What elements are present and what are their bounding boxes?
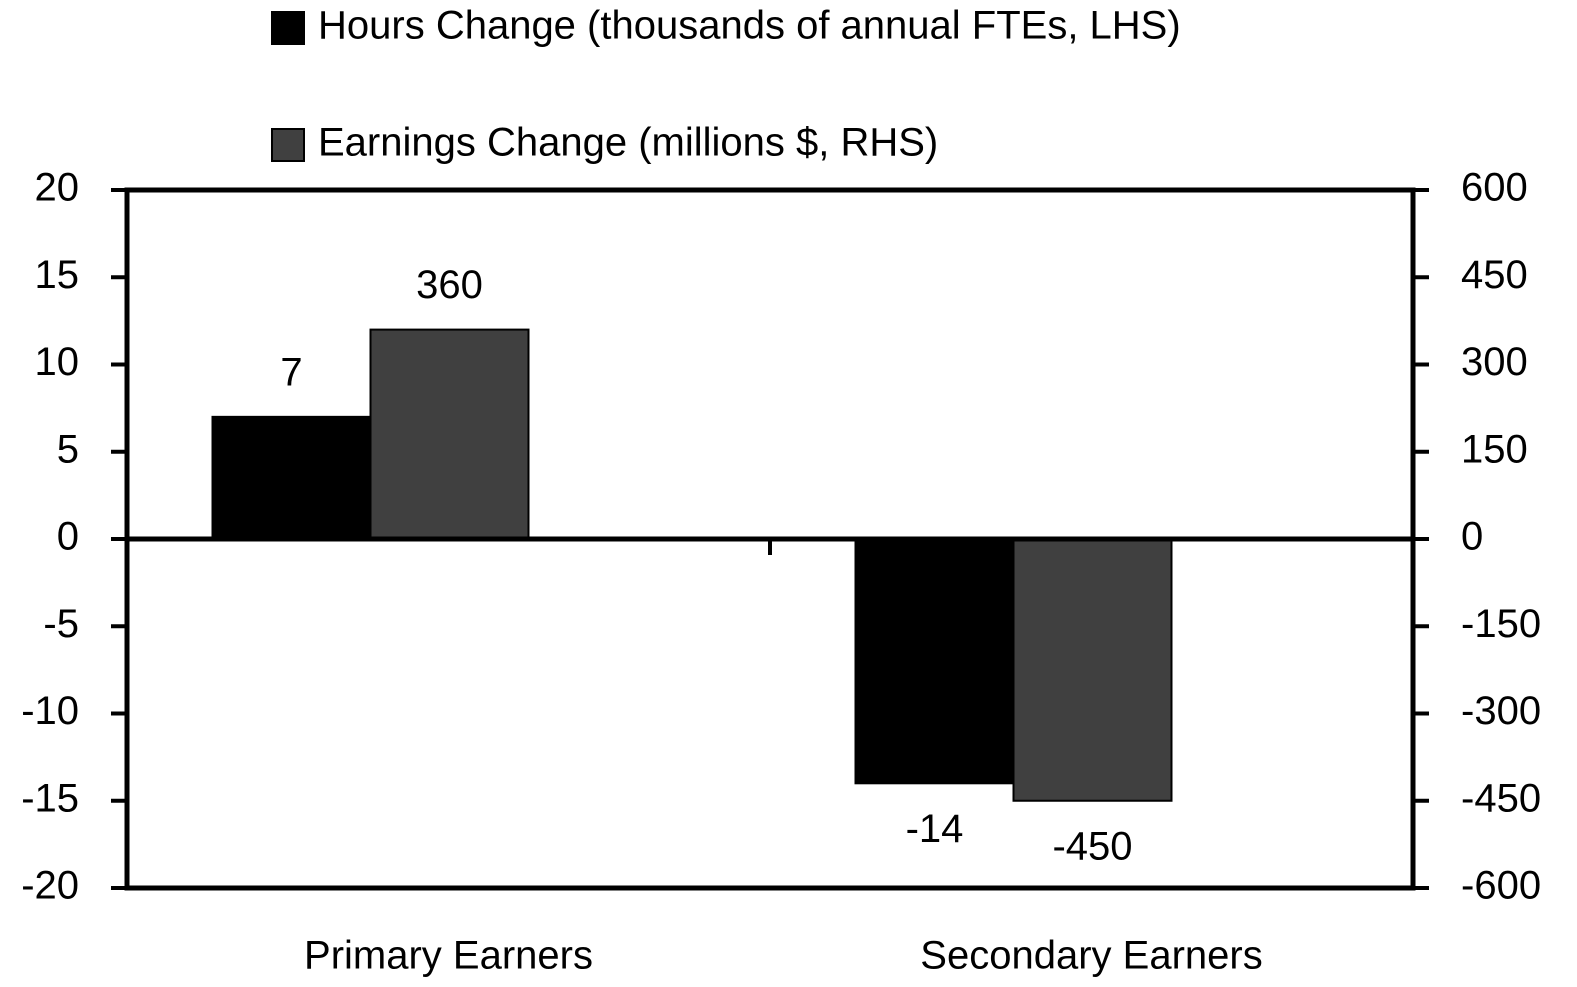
x-tick-label: Secondary Earners: [920, 934, 1262, 978]
y-tick-label: -15: [21, 776, 79, 820]
bar: [1012, 538, 1173, 802]
y2-tick-label: 0: [1461, 515, 1483, 559]
y2-tick-label: -600: [1461, 864, 1541, 908]
data-label: -14: [906, 807, 964, 851]
data-label: -450: [1052, 824, 1132, 868]
legend-label: Earnings Change (millions $, RHS): [318, 121, 938, 165]
legend-swatch: [271, 128, 305, 162]
y-tick-label: 20: [35, 166, 80, 210]
y2-tick-label: -150: [1461, 602, 1541, 646]
y-tick-label: -5: [43, 602, 79, 646]
y2-tick-label: 450: [1461, 253, 1528, 297]
y-tick-label: 5: [57, 427, 79, 471]
legend-label: Hours Change (thousands of annual FTEs, …: [318, 4, 1181, 48]
y-tick-label: -20: [21, 864, 79, 908]
y-tick-label: 10: [35, 340, 80, 384]
y2-tick-label: -450: [1461, 776, 1541, 820]
data-label: 7: [280, 350, 302, 394]
bar: [854, 538, 1015, 785]
legend-swatch: [271, 11, 305, 45]
y2-tick-label: 300: [1461, 340, 1528, 384]
y2-tick-label: 150: [1461, 427, 1528, 471]
bar: [211, 415, 372, 541]
data-label: 360: [416, 263, 483, 307]
y-tick-label: -10: [21, 689, 79, 733]
y-tick-label: 0: [57, 515, 79, 559]
y-tick-label: 15: [35, 253, 80, 297]
y2-tick-label: -300: [1461, 689, 1541, 733]
bar: [369, 328, 530, 540]
y2-tick-label: 600: [1461, 166, 1528, 210]
x-tick-label: Primary Earners: [304, 934, 593, 978]
